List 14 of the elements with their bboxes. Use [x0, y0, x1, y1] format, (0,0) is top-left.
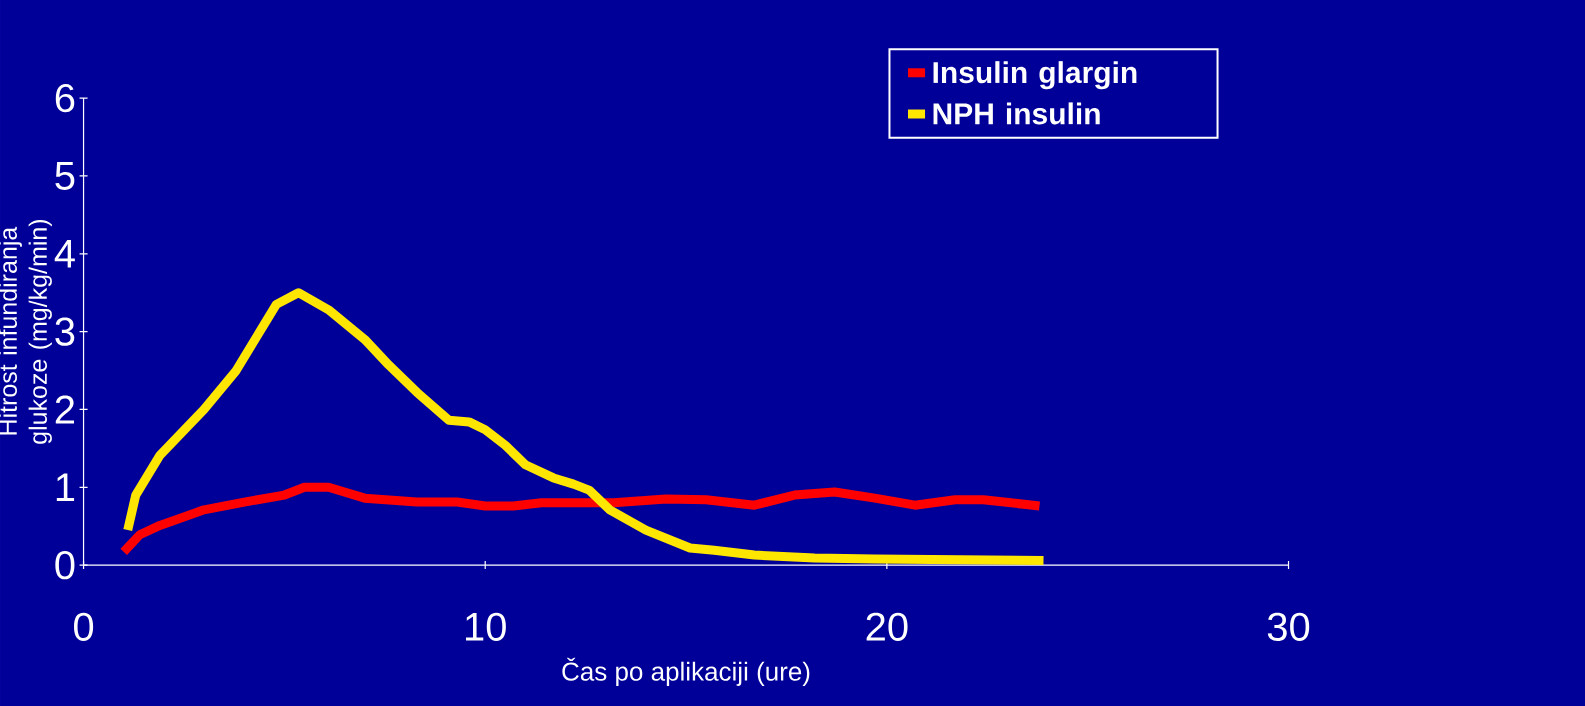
x-tick-label: 20	[866, 612, 908, 641]
y-tick-label: 3	[55, 317, 75, 346]
y-tick-label: 0	[55, 550, 75, 580]
y-tick-label: 2	[55, 395, 75, 424]
x-tick-label: 10	[466, 612, 506, 641]
x-axis-title: Čas po aplikaciji (ure)	[562, 657, 810, 686]
x-tick-label: 0	[74, 612, 94, 641]
y-tick-label: 5	[55, 162, 75, 190]
legend-label: NPH insulin	[933, 102, 1100, 125]
legend-label: Insulin glargin	[933, 61, 1137, 90]
y-tick-label: 6	[55, 83, 75, 113]
y-tick-label: 1	[56, 473, 75, 502]
x-tick-label: 30	[1267, 612, 1310, 641]
y-tick-label: 4	[54, 240, 75, 268]
